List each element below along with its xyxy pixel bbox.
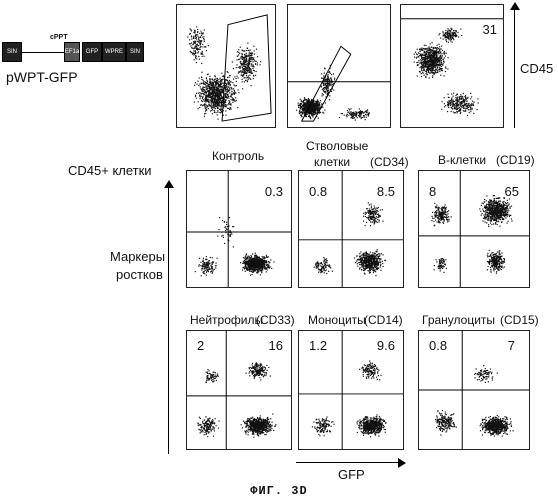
- scatter-panel-cd34: 0.8 8.5: [298, 170, 404, 288]
- vector-line: [22, 52, 64, 53]
- gfp-axis-label: GFP: [338, 467, 365, 482]
- vector-box-wpre: WPRE: [102, 42, 126, 62]
- vector-box-gfp: GFP: [82, 42, 102, 62]
- scatter-fsc-ssc: [187, 14, 272, 122]
- cd15-ul-value: 0.8: [429, 338, 448, 353]
- panel-title-neutrophils: Нейтрофилы: [190, 313, 264, 327]
- panel-marker-cd34: (CD34): [370, 155, 409, 169]
- gfp-axis-arrow: [398, 458, 406, 468]
- vector-box-promoter: EF1a: [64, 42, 80, 62]
- scatter-panel-cd45-positive: 31: [400, 4, 504, 128]
- scatter-panel-cd45-gate: [287, 4, 391, 128]
- scatter-cd45-positive: [401, 18, 503, 117]
- markers-axis-line: [168, 186, 169, 454]
- cd34-ul-value: 0.8: [309, 184, 328, 199]
- panel-title-granulocytes: Гранулоциты: [422, 313, 496, 327]
- control-ur-value: 0.3: [264, 184, 283, 199]
- scatter-cd33: [187, 331, 291, 449]
- panel-title-stem-line1: Стволовые: [306, 139, 369, 153]
- panel-title-control: Контроль: [212, 149, 265, 163]
- cd14-ur-value: 9.6: [376, 338, 395, 353]
- cd15-ur-value: 7: [507, 338, 515, 353]
- cppt-label: cPPT: [50, 34, 68, 41]
- panel-title-bcells: B-клетки: [438, 153, 487, 167]
- cd45-axis-arrow: [510, 2, 520, 10]
- panel-marker-cd33: (CD33): [256, 313, 295, 327]
- scatter-control: [187, 171, 291, 287]
- cd45-plus-label: CD45+ клетки: [68, 163, 152, 178]
- cd34-ur-value: 8.5: [376, 184, 395, 199]
- figure-caption: ФИГ. 3D: [250, 484, 308, 498]
- vector-box-sin-right: SIN: [126, 42, 144, 62]
- scatter-cd19: [419, 171, 529, 287]
- scatter-panel-fsc-ssc: [176, 4, 276, 128]
- cd14-ul-value: 1.2: [309, 338, 328, 353]
- panel-marker-cd19: (CD19): [496, 153, 535, 167]
- vector-box-sin-left: SIN: [2, 42, 22, 62]
- vector-schematic: SIN EF1a GFP WPRE SIN: [2, 42, 152, 64]
- cd45-axis-line: [514, 6, 515, 128]
- scatter-cd15: [419, 331, 529, 449]
- scatter-cd34: [299, 171, 403, 287]
- top-panel-value: 31: [482, 22, 497, 37]
- panel-marker-cd14: (CD14): [364, 313, 403, 327]
- scatter-cd14: [299, 331, 403, 449]
- cd33-ur-value: 16: [268, 338, 283, 353]
- panel-title-stem-line2: клетки: [314, 155, 351, 169]
- gfp-axis-line: [296, 462, 400, 463]
- markers-label-line1: Маркеры: [110, 249, 166, 264]
- scatter-panel-cd15: 0.8 7: [418, 330, 530, 450]
- markers-label-line2: ростков: [116, 267, 163, 282]
- cd19-ul-value: 8: [429, 184, 437, 199]
- scatter-panel-control: 0.3: [186, 170, 292, 288]
- markers-axis-arrow: [164, 180, 174, 188]
- scatter-panel-cd33: 2 16: [186, 330, 292, 450]
- scatter-panel-cd19: 8 65: [418, 170, 530, 288]
- cd45-axis-label: CD45: [520, 61, 554, 76]
- cd33-ul-value: 2: [197, 338, 205, 353]
- scatter-panel-cd14: 1.2 9.6: [298, 330, 404, 450]
- vector-name: pWPT-GFP: [6, 69, 78, 85]
- cd19-ur-value: 65: [504, 184, 519, 199]
- panel-title-monocytes: Моноциты: [308, 313, 366, 327]
- panel-marker-cd15: (CD15): [500, 313, 539, 327]
- scatter-cd45-gate: [288, 45, 390, 122]
